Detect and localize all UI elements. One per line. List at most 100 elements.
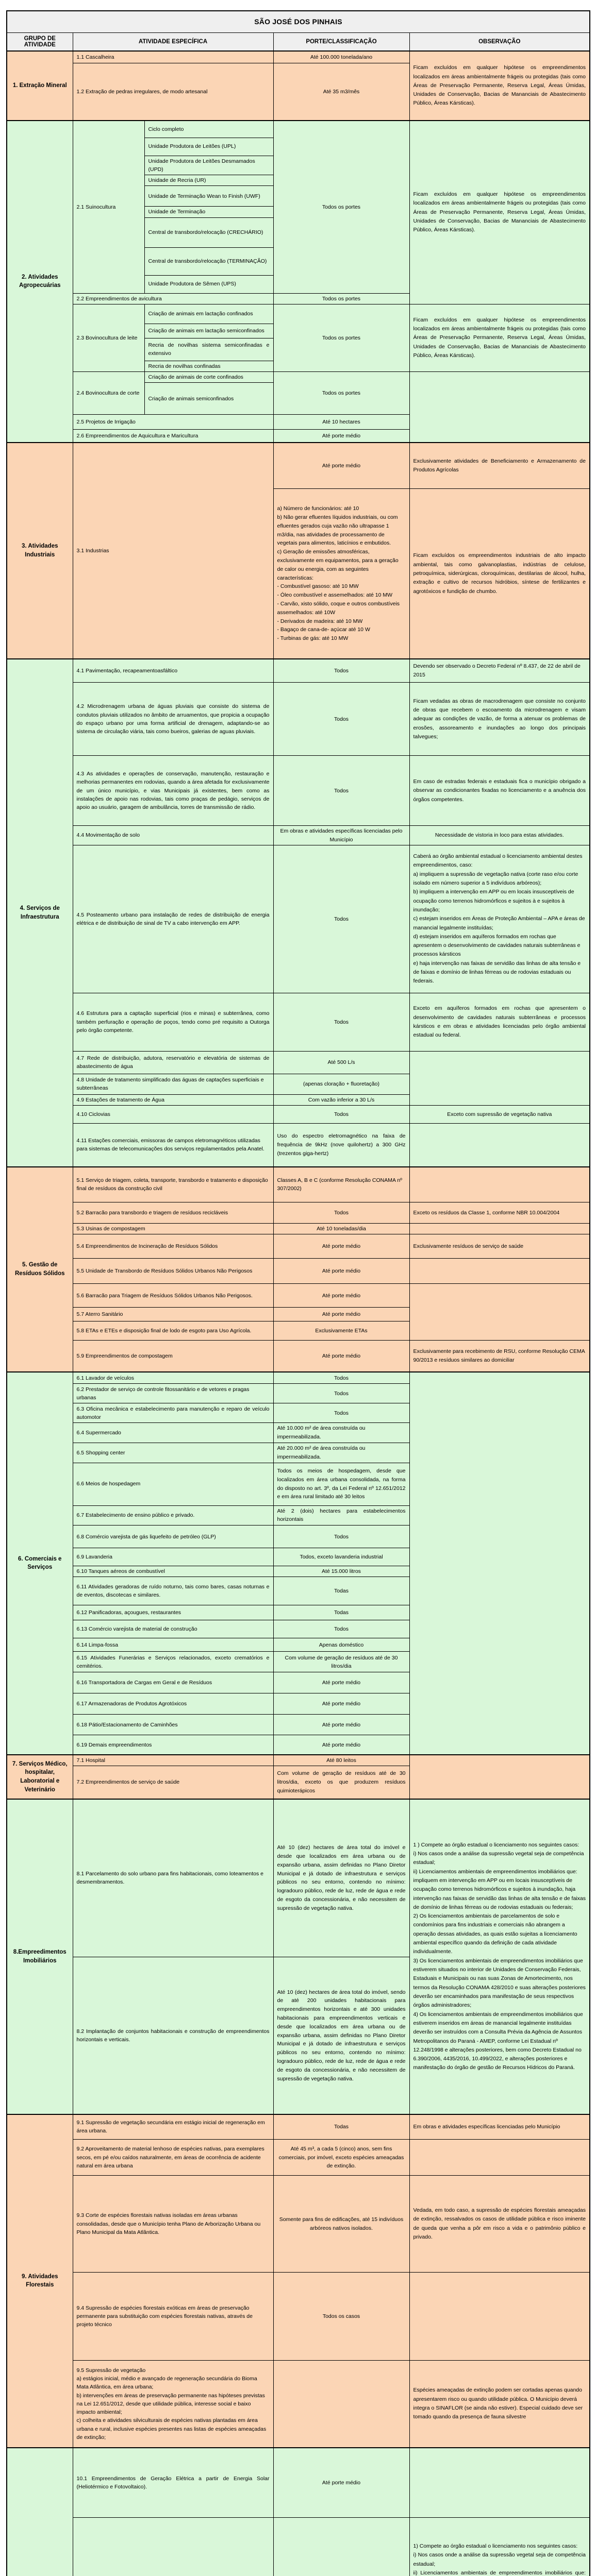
- porte-cell: Até 10 hectares: [273, 414, 410, 430]
- activity-cell: 6.14 Limpa-fossa: [72, 1638, 274, 1652]
- porte-cell: Até porte médio: [273, 1693, 410, 1715]
- porte-cell: Com volume de geração de resíduos até de…: [273, 1766, 410, 1800]
- table-row: Recria de novilhas confinadas: [7, 360, 590, 372]
- table-row: 6.12 Panificadoras, açougues, restaurant…: [7, 1605, 590, 1621]
- activity-cell: Ciclo completo: [144, 120, 274, 138]
- table-row: 6.10 Tanques aéreos de combustível Até 15…: [7, 1566, 590, 1578]
- porte-cell: Até porte médio: [273, 1283, 410, 1308]
- porte-cell: a) Número de funcionários: até 10 b) Não…: [273, 488, 410, 659]
- activity-cell: 2.6 Empreendimentos de Aquicultura e Mar…: [72, 429, 274, 443]
- activity-cell: 2.5 Projetos de Irrigação: [72, 414, 274, 430]
- porte-cell: Até porte médio: [273, 442, 410, 489]
- activity-cell: 4.5 Posteamento urbano para instalação d…: [72, 844, 274, 993]
- observation-cell: Caberá ao órgão ambiental estadual o lic…: [409, 844, 590, 993]
- table-row: 6.9 Lavanderia Todos, exceto lavanderia i…: [7, 1548, 590, 1567]
- porte-cell: Com vazão inferior a 30 L/s: [273, 1094, 410, 1106]
- observation-cell: [409, 371, 590, 443]
- activity-cell: 7.1 Hospital: [72, 1754, 274, 1767]
- activity-cell: 4.1 Pavimentação, recapeamentoasfáltico: [72, 658, 274, 683]
- group-cell: 4. Serviços de Infraestrutura: [6, 658, 73, 1167]
- group-cell: 10. Outros: [6, 2447, 73, 2576]
- activity-cell: 4.11 Estações comerciais, emissoras de c…: [72, 1123, 274, 1167]
- activity-cell: 3.1 Industrias: [72, 442, 274, 659]
- table-row: 4.7 Rede de distribuição, adutora, reser…: [7, 1050, 590, 1106]
- table-row: 2.6 Empreendimentos de Aquicultura e Mar…: [7, 429, 590, 443]
- table-row: 6.3 Oficina mecânica e estabelecimento p…: [7, 1403, 590, 1423]
- porte-cell: Todos: [273, 755, 410, 826]
- observation-cell: [409, 2272, 590, 2361]
- observation-cell: [409, 1371, 590, 1755]
- observation-cell: Exclusivamente resíduos de serviço de sa…: [409, 1234, 590, 1259]
- porte-cell: Todos: [273, 1371, 410, 1384]
- observation-cell: Em obras e atividades específicas licenc…: [409, 2113, 590, 2140]
- porte-cell: Até porte médio: [273, 1714, 410, 1736]
- porte-cell: Classes A, B e C (conforme Resolução CON…: [273, 1166, 410, 1203]
- activity-cell: 4.4 Movimentação de solo: [72, 825, 274, 845]
- activity-table: SÃO JOSÉ DOS PINHAIS GRUPO DE ATIVIDADE AT…: [6, 10, 590, 2576]
- table-row: 6. Comerciais e Serviços 6.1 Lavador de v…: [6, 1371, 590, 1755]
- observation-cell: [409, 1223, 590, 1235]
- column-header: OBSERVAÇÃO: [409, 32, 590, 52]
- activity-cell: Unidade de Terminação: [144, 206, 274, 218]
- activity-cell: 9.2 Aproveitamento de material lenhoso d…: [72, 2139, 274, 2176]
- observation-cell: 1 ) Compete ao órgão estadual o licencia…: [409, 1798, 590, 2115]
- activity-cell: 6.19 Demais empreendimentos: [72, 1735, 274, 1755]
- table-row: 6.8 Comércio varejista de gás liquefeito…: [7, 1525, 590, 1549]
- table-row: SÃO JOSÉ DOS PINHAIS: [6, 10, 590, 33]
- observation-cell: Ficam excluídos em qualquer hipótese os …: [409, 303, 590, 372]
- column-header: ATIVIDADE ESPECÍFICA: [72, 32, 274, 52]
- table-title: SÃO JOSÉ DOS PINHAIS: [6, 10, 590, 33]
- table-row: Unidade de Terminação Wean to Finish (UW…: [7, 185, 590, 207]
- activity-cell: Central de transbordo/relocação (CRECHÁR…: [144, 217, 274, 248]
- activity-cell: 5.3 Usinas de compostagem: [72, 1223, 274, 1235]
- table-row: 6.15 Atividades Funerárias e Serviços re…: [7, 1651, 590, 1673]
- table-row: 7.2 Empreendimentos de serviço de saúde C…: [7, 1766, 590, 1800]
- porte-cell: Todos os portes: [273, 120, 410, 294]
- activity-cell: 4.8 Unidade de tratamento simplificado d…: [72, 1073, 274, 1095]
- table-row: 4.8 Unidade de tratamento simplificado d…: [7, 1073, 590, 1095]
- observation-cell: Ficam vedadas as obras de macrodrenagem …: [409, 682, 590, 756]
- table-row: Unidade Produtora de Leitões (UPL): [7, 137, 590, 156]
- activity-cell: Central de transbordo/relocação (TERMINA…: [144, 247, 274, 276]
- activity-cell: 6.9 Lavanderia: [72, 1548, 274, 1567]
- table-row: 5.4 Empreendimentos de Incineração de Re…: [7, 1234, 590, 1259]
- activity-cell: Criação de animais em lactação semiconfi…: [144, 323, 274, 338]
- observation-cell: [409, 1283, 590, 1341]
- porte-cell: Até porte médio: [273, 2447, 410, 2518]
- porte-cell: Até porte médio: [273, 429, 410, 443]
- porte-cell: Todos: [273, 1105, 410, 1124]
- porte-cell: Até 10 toneladas/dia: [273, 1223, 410, 1235]
- activity-cell: 9.3 Corte de espécies florestais nativas…: [72, 2175, 274, 2273]
- table-row: 1.2 Extração de pedras irregulares, de m…: [7, 62, 590, 121]
- porte-cell: Até porte médio: [273, 1258, 410, 1284]
- table-row: 9.4 Supressão de espécies florestais exó…: [7, 2272, 590, 2361]
- activity-cell: 5.1 Serviço de triagem, coleta, transpor…: [72, 1166, 274, 1203]
- porte-cell: Todos os portes: [273, 371, 410, 415]
- table-row: Unidade Produtora de Leitões Desmamados …: [7, 155, 590, 176]
- table-row: 8.Empreedimentos Imobiliários 8.1 Parcela…: [6, 1798, 590, 2115]
- activity-cell: 9.5 Supressão de vegetação a) estágios i…: [72, 2360, 274, 2448]
- activity-cell: 5.4 Empreendimentos de Incineração de Re…: [72, 1234, 274, 1259]
- porte-cell: Todos: [273, 844, 410, 993]
- table-row: 4.4 Movimentação de solo Em obras e ativi…: [7, 825, 590, 845]
- porte-cell: Até porte médio: [273, 2517, 410, 2576]
- table-row: 9. Atividades Florestais 9.1 Supressão de…: [6, 2113, 590, 2448]
- activity-cell: 8.2 Implantação de conjuntos habitaciona…: [72, 1957, 274, 2115]
- porte-cell: Até 10 (dez) hectares de área total do i…: [273, 1798, 410, 1958]
- table-row: 5. Gestão de Resíduos Sólidos 5.1 Serviço…: [6, 1166, 590, 1372]
- table-row: 4.11 Estações comerciais, emissoras de c…: [7, 1123, 590, 1167]
- table-row: 6.11 Atividades geradoras de ruído notur…: [7, 1577, 590, 1606]
- activity-cell: 2.3 Bovinocultura de leite: [72, 303, 145, 372]
- table-row: 2.2 Empreendimentos de avicultura Todos o…: [7, 293, 590, 304]
- table-row: 5.6 Barracão para Triagem de Resíduos Só…: [7, 1283, 590, 1341]
- porte-cell: Todas: [273, 2113, 410, 2140]
- group-cell: 7. Serviços Médico, hospitalar, Laborato…: [6, 1754, 73, 1800]
- activity-cell: 6.16 Transportadora de Cargas em Geral e…: [72, 1672, 274, 1694]
- observation-cell: Exceto os resíduos da Classe 1, conforme…: [409, 1202, 590, 1224]
- table-row: 4.3 As atividades e operações de conserv…: [7, 755, 590, 826]
- observation-cell: Exclusivamente para recebimento de RSU, …: [409, 1340, 590, 1372]
- table-row: 9.3 Corte de espécies florestais nativas…: [7, 2175, 590, 2273]
- group-cell: 9. Atividades Florestais: [6, 2113, 73, 2448]
- activity-cell: 6.3 Oficina mecânica e estabelecimento p…: [72, 1403, 274, 1423]
- observation-cell: Ficam excluídos em qualquer hipótese os …: [409, 120, 590, 304]
